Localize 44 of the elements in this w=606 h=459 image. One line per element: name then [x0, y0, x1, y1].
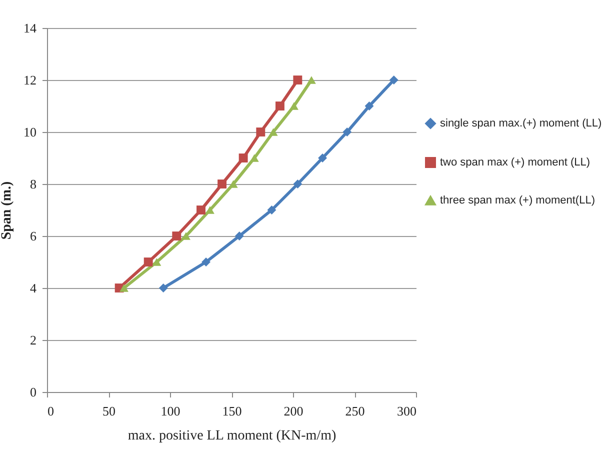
- point: [275, 102, 284, 110]
- point: [202, 258, 211, 266]
- point: [158, 284, 168, 292]
- legend-label: single span max.(+) moment (LL): [440, 118, 602, 130]
- point: [144, 258, 153, 266]
- point: [342, 128, 352, 136]
- x-axis-title: max. positive LL moment (KN-m/m): [128, 428, 336, 444]
- point: [364, 102, 374, 110]
- x-tick-label: 0: [48, 404, 54, 418]
- point: [172, 232, 182, 240]
- point: [234, 232, 244, 240]
- y-tick-label: 8: [30, 176, 36, 192]
- y-tick-label: 4: [30, 280, 37, 296]
- y-tick-label: 10: [24, 124, 36, 140]
- x-tick-label: 150: [222, 404, 242, 418]
- point: [218, 180, 226, 188]
- x-tick-label: 200: [284, 404, 304, 418]
- point: [290, 102, 298, 110]
- x-tick-label: 250: [345, 404, 365, 418]
- point: [293, 76, 302, 84]
- point: [389, 76, 398, 84]
- legend-label: two span max (+) moment (LL): [440, 156, 590, 168]
- point: [206, 206, 214, 214]
- y-tick-label: 12: [24, 72, 36, 88]
- y-tick-label: 0: [30, 384, 36, 400]
- x-tick-label: 100: [160, 404, 180, 418]
- y-tick-label: 6: [30, 228, 37, 244]
- y-tick-label: 14: [24, 20, 37, 36]
- y-axis-title: Span (m.): [0, 180, 14, 240]
- point: [318, 154, 327, 162]
- point: [250, 154, 259, 162]
- point: [306, 76, 316, 84]
- point: [120, 284, 128, 292]
- point: [267, 206, 276, 214]
- point: [238, 154, 248, 162]
- point: [268, 128, 278, 136]
- point: [152, 258, 162, 266]
- point: [293, 180, 302, 188]
- x-tick-label: 50: [102, 404, 116, 418]
- y-tick-label: 2: [30, 332, 36, 348]
- x-tick-label: 300: [397, 404, 416, 418]
- legend-label: three span max (+) moment(LL): [440, 194, 595, 206]
- point: [256, 128, 266, 136]
- point: [196, 206, 206, 214]
